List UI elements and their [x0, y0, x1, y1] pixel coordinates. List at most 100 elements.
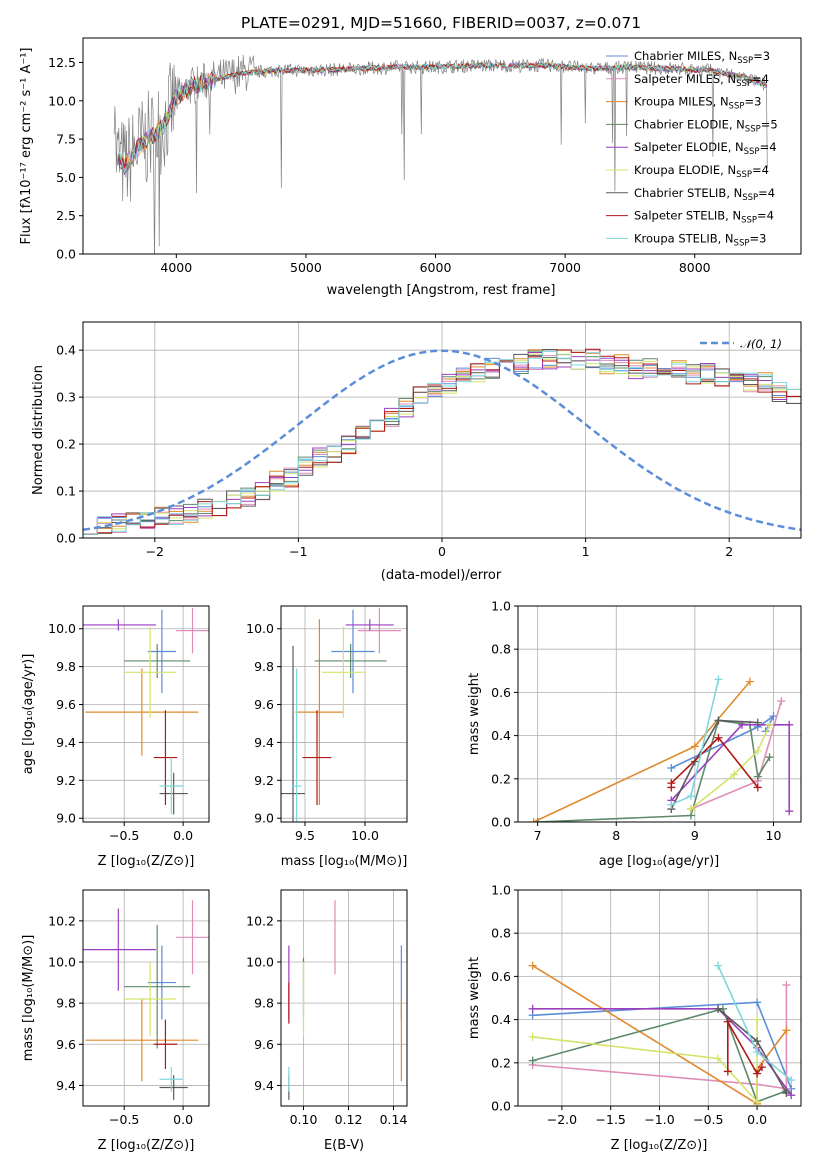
y-tick-label: 7.5: [56, 132, 76, 147]
plus-marker: [753, 746, 762, 755]
y-tick-label: 9.0: [56, 811, 76, 826]
legend-label-sub: SSP: [729, 102, 745, 112]
y-tick-label: 0.8: [491, 926, 511, 941]
y-tick-label: 1.0: [491, 883, 511, 898]
plus-marker: [782, 1089, 791, 1098]
mw-z-ylabel: mass weight: [467, 957, 482, 1039]
y-tick-label: 9.6: [56, 697, 76, 712]
y-tick-label: 0.4: [491, 1012, 511, 1027]
legend-label-sub: SSP: [737, 56, 753, 66]
y-tick-label: 9.4: [254, 735, 274, 750]
plus-marker: [753, 783, 762, 792]
y-tick-label: 10.0: [48, 93, 76, 108]
x-tick-label: −0.5: [693, 1112, 723, 1127]
mass-weight-line: [726, 1018, 763, 1076]
mass-weight-line: [532, 1007, 787, 1103]
errorbar-point: [124, 626, 177, 718]
x-tick-label: 0: [438, 544, 446, 559]
errorbar-point: [295, 619, 344, 805]
mass-vs-ebv-panel: 0.10 0.12 0.14 9.4 9.6 9.8 10.0 10.2 E(B-V): [246, 889, 408, 1153]
mass-z-xlabel: Z [log₁₀(Z/Z⊙)]: [98, 1138, 195, 1153]
x-tick-label: −2.0: [547, 1112, 577, 1127]
legend-label-suffix: =4: [758, 186, 775, 200]
y-tick-label: 0.0: [491, 1099, 511, 1114]
x-tick-label: 0.0: [747, 1112, 767, 1127]
errorbar-point: [159, 757, 184, 815]
x-tick-label: 0.10: [290, 1112, 318, 1127]
y-tick-label: 9.6: [254, 1037, 274, 1052]
legend-label-suffix: =4: [752, 163, 769, 177]
mw-age-ylabel: mass weight: [467, 673, 482, 755]
legend-label: Kroupa ELODIE, NSSP=4: [634, 163, 769, 180]
legend-label-prefix: Chabrier ELODIE, N: [634, 117, 745, 131]
y-tick-label: 0.4: [491, 728, 511, 743]
legend-label-prefix: Kroupa ELODIE, N: [634, 163, 736, 177]
spectrum-xlabel: wavelength [Angstrom, rest frame]: [327, 283, 556, 298]
age-vs-mass-panel: 9.5 10.0 9.0 9.2 9.4 9.6 9.8 10.0 mass [log₁₀(M…: [246, 605, 408, 869]
histogram-legend: 𝒩(0, 1): [700, 337, 782, 351]
y-tick-label: 0.6: [491, 969, 511, 984]
errorbar-point: [281, 645, 305, 822]
plus-marker: [714, 1004, 723, 1013]
y-tick-label: 0.4: [56, 343, 76, 358]
y-tick-label: 9.4: [56, 735, 76, 750]
mass-weight-line: [670, 719, 758, 810]
plus-marker: [757, 1063, 766, 1072]
gaussian-curve: [83, 349, 801, 532]
plus-marker: [667, 800, 676, 809]
x-tick-label: −1.0: [644, 1112, 674, 1127]
y-tick-label: 10.0: [48, 955, 76, 970]
y-tick-label: 9.6: [254, 697, 274, 712]
mass-weight-line: [532, 1019, 758, 1104]
errorbar-plot-area: [281, 607, 401, 822]
y-tick-label: 2.5: [56, 208, 76, 223]
y-tick-label: 10.2: [246, 913, 274, 928]
plus-marker: [787, 1091, 796, 1100]
y-tick-label: 0.2: [56, 437, 76, 452]
plus-marker: [714, 733, 723, 742]
legend-label-sub: SSP: [736, 170, 752, 180]
histogram-step: [83, 350, 801, 535]
mass-weight-vs-metallicity-panel: −2.0 −1.5 −1.0 −0.5 0.0 0.0 0.2 0.4 0.6 0.8 1.0 Z …: [467, 883, 802, 1153]
legend-label-suffix: =4: [757, 209, 774, 223]
x-tick-label: 10: [766, 828, 782, 843]
legend-label-suffix: =3: [753, 49, 770, 63]
residual-histogram-panel: −2 −1 0 1 2 0.0 0.1 0.2 0.3 0.4 (data-model)/erro…: [31, 321, 802, 583]
y-tick-label: 0.3: [56, 390, 76, 405]
spectrum-title: PLATE=0291, MJD=51660, FIBERID=0037, z=0…: [241, 14, 641, 32]
legend-label-sub: SSP: [736, 79, 752, 89]
plus-marker: [690, 742, 699, 751]
errorbar-point: [85, 668, 199, 756]
plus-marker: [528, 1056, 537, 1065]
plus-marker: [714, 1054, 723, 1063]
spectrum-plot-area: [113, 54, 768, 254]
legend-label-suffix: =3: [749, 231, 766, 245]
x-tick-label: 5000: [290, 260, 322, 275]
y-tick-label: 9.0: [254, 811, 274, 826]
errorbar-plot-area: [83, 900, 209, 1100]
y-tick-label: 9.4: [56, 1078, 76, 1093]
errorbar-plot-area: [288, 900, 402, 1100]
plus-marker: [753, 1037, 762, 1046]
x-tick-label: 0.0: [173, 828, 193, 843]
plus-marker: [785, 807, 794, 816]
legend-label: Chabrier ELODIE, NSSP=5: [634, 117, 778, 134]
plus-marker: [753, 1069, 762, 1078]
x-tick-label: 0.0: [173, 1112, 193, 1127]
plus-marker: [753, 1048, 762, 1056]
y-tick-label: 9.2: [254, 773, 274, 788]
histogram-step: [83, 353, 801, 535]
errorbar-point: [124, 962, 177, 1037]
plus-marker: [686, 792, 695, 801]
errorbar-point: [321, 626, 365, 718]
plus-marker: [765, 720, 774, 729]
x-tick-label: 6000: [420, 260, 452, 275]
legend-label-prefix: Chabrier MILES, N: [634, 49, 737, 63]
errorbar-point: [176, 607, 209, 654]
x-tick-label: 10.0: [351, 828, 379, 843]
plus-marker: [753, 772, 762, 781]
legend-label-suffix: =5: [761, 117, 778, 131]
y-tick-label: 10.0: [48, 621, 76, 636]
legend-label-prefix: Salpeter STELIB, N: [634, 209, 741, 223]
y-tick-label: 0.0: [56, 247, 76, 262]
